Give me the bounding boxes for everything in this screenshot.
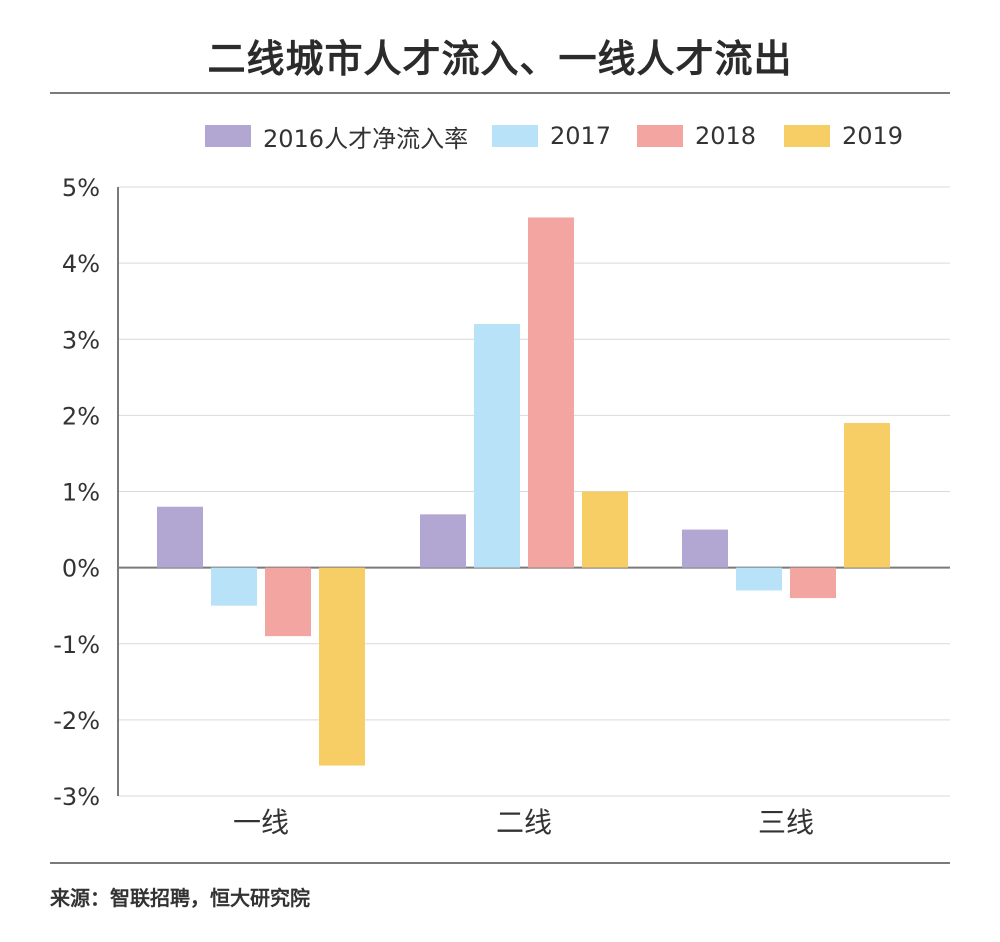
- y-tick-label: 2%: [62, 402, 100, 430]
- bar-2016-3: [682, 529, 728, 568]
- legend-item-2019: 2019: [784, 116, 903, 156]
- y-tick-label: 0%: [62, 555, 100, 583]
- source-note: 来源：智联招聘，恒大研究院: [50, 886, 310, 910]
- y-tick-label: 5%: [62, 174, 100, 202]
- bar-2018-2: [528, 217, 574, 568]
- title-divider: [50, 92, 950, 94]
- x-category-label: 一线: [233, 806, 289, 839]
- bar-2016-1: [157, 506, 203, 568]
- legend-swatch-2017: [492, 125, 538, 147]
- legend-swatch-2019: [784, 125, 830, 147]
- legend-swatch-2018: [637, 125, 683, 147]
- bar-2019-1: [319, 567, 365, 766]
- legend-label-2017: 2017: [550, 122, 612, 150]
- bar-2016-2: [420, 514, 466, 568]
- y-tick-label: -3%: [53, 783, 100, 811]
- y-tick-label: 1%: [62, 479, 100, 507]
- footer-divider: [50, 862, 950, 864]
- bar-2019-2: [582, 491, 628, 568]
- legend-item-2017: 2017: [492, 116, 611, 156]
- legend: 2016人才净流入率 2017 2018 2019: [0, 116, 1000, 156]
- legend-label-2018: 2018: [695, 122, 757, 150]
- legend-label-2016: 2016人才净流入率: [263, 124, 469, 153]
- bar-2017-2: [474, 324, 520, 568]
- y-tick-label: 4%: [62, 250, 100, 278]
- legend-item-2018: 2018: [637, 116, 756, 156]
- legend-label-2019: 2019: [842, 122, 904, 150]
- y-tick-label: 3%: [62, 326, 100, 354]
- bar-2019-3: [844, 422, 890, 568]
- x-category-label: 二线: [496, 806, 552, 839]
- legend-swatch-2016: [205, 125, 251, 147]
- y-tick-label: -1%: [53, 631, 100, 659]
- legend-item-2016: 2016人才净流入率: [205, 116, 468, 156]
- bar-2017-3: [736, 567, 782, 591]
- bar-2017-1: [211, 567, 257, 606]
- x-category-label: 三线: [758, 806, 814, 839]
- chart-title: 二线城市人才流入、一线人才流出: [207, 37, 793, 81]
- bar-2018-3: [790, 567, 836, 599]
- y-tick-label: -2%: [53, 707, 100, 735]
- bar-2018-1: [265, 567, 311, 637]
